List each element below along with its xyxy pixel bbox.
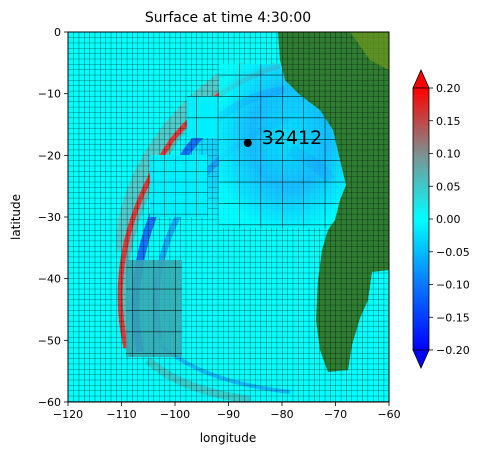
colorbar-tick-label: −0.10 xyxy=(436,279,470,292)
y-tick-label: 0 xyxy=(54,26,61,39)
colorbar-tick-label: 0.20 xyxy=(436,82,461,95)
colorbar-tick-label: −0.05 xyxy=(436,246,470,259)
plot-area: 32412 xyxy=(68,32,389,402)
y-tick-label: −20 xyxy=(38,149,61,162)
y-tick-label: −60 xyxy=(38,396,61,409)
colorbar-tick-label: −0.20 xyxy=(436,344,470,357)
y-tick-label: −50 xyxy=(38,334,61,347)
x-tick-label: −100 xyxy=(160,408,190,421)
x-tick-label: −120 xyxy=(53,408,83,421)
y-tick-label: −10 xyxy=(38,88,61,101)
gauge-marker xyxy=(243,139,252,147)
colorbar-body xyxy=(412,87,430,351)
chart-title: Surface at time 4:30:00 xyxy=(145,10,311,26)
colorbar-tick-label: 0.00 xyxy=(436,213,461,226)
y-tick-label: −30 xyxy=(38,211,61,224)
x-tick-label: −70 xyxy=(324,408,347,421)
y-tick-label: −40 xyxy=(38,273,61,286)
colorbar: 0.20 0.15 0.10 0.05 0.00 −0.05 −0.10 −0.15 −0.20 xyxy=(412,69,470,369)
land xyxy=(278,32,389,372)
x-axis-label: longitude xyxy=(200,431,257,445)
land-highlands xyxy=(350,32,389,70)
colorbar-tick-label: −0.15 xyxy=(436,311,470,324)
y-axis: 0 −10 −20 −30 −40 −50 −60 xyxy=(38,26,68,409)
x-tick-label: −90 xyxy=(217,408,240,421)
colorbar-ticks: 0.20 0.15 0.10 0.05 0.00 −0.05 −0.10 −0.15 −0.20 xyxy=(429,82,470,357)
colorbar-extend-bottom xyxy=(412,349,430,369)
colorbar-tick-label: 0.10 xyxy=(436,148,461,161)
coarse-patches xyxy=(126,64,347,357)
x-axis: −120 −110 −100 −90 −80 −70 −60 xyxy=(53,402,401,421)
y-axis-label: latitude xyxy=(9,194,23,240)
colorbar-tick-label: 0.05 xyxy=(436,180,461,193)
land-south-america-grid xyxy=(278,32,389,372)
colorbar-tick-label: 0.15 xyxy=(436,115,461,128)
gauge-label: 32412 xyxy=(262,127,322,149)
colorbar-extend-top xyxy=(412,69,430,89)
x-tick-label: −60 xyxy=(377,408,400,421)
x-tick-label: −80 xyxy=(270,408,293,421)
x-tick-label: −110 xyxy=(106,408,136,421)
